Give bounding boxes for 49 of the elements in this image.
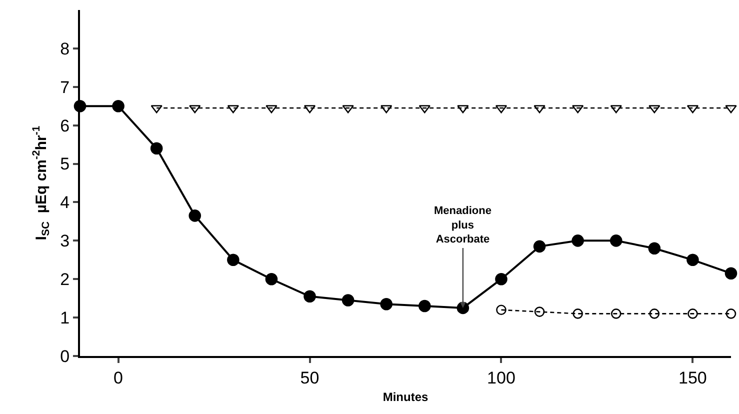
point: [418, 105, 430, 114]
point: [266, 105, 278, 114]
point: [534, 306, 545, 317]
point: [726, 308, 736, 319]
point: [227, 254, 240, 266]
point: [265, 272, 278, 286]
point: [533, 240, 546, 253]
point: [188, 210, 202, 222]
point: [649, 308, 660, 319]
y-tick-label: 6: [60, 116, 70, 136]
x-tick-label: 0: [114, 368, 124, 388]
point: [380, 298, 392, 310]
y-tick-label: 5: [60, 154, 70, 174]
point: [610, 234, 622, 247]
y-tick-label: 4: [60, 193, 70, 212]
point: [150, 105, 162, 114]
point: [572, 308, 583, 319]
point: [688, 308, 698, 319]
y-tick-label: 3: [60, 232, 70, 251]
x-tick-label: 150: [678, 368, 707, 388]
point: [189, 105, 201, 114]
point: [496, 304, 506, 316]
point: [112, 100, 124, 112]
y-tick-label: 1: [60, 308, 70, 328]
point: [648, 105, 660, 114]
point: [686, 254, 699, 266]
x-tick-label: 100: [487, 368, 516, 388]
point: [610, 308, 622, 319]
y-tick-label: 0: [60, 346, 70, 366]
point: [495, 272, 508, 286]
x-tick-label: 50: [300, 368, 320, 388]
y-tick-label: 8: [60, 39, 70, 58]
point: [534, 105, 546, 114]
y-tick-label: 7: [60, 78, 70, 97]
point: [304, 290, 316, 303]
point: [648, 242, 661, 255]
annotation: Menadione plus Ascorbate: [434, 205, 492, 246]
point: [724, 267, 738, 280]
point: [342, 105, 354, 114]
y-tick-label: 2: [60, 270, 70, 290]
point: [150, 142, 163, 155]
point: [418, 300, 431, 312]
point: [342, 294, 354, 306]
point: [572, 234, 584, 247]
point: [457, 105, 469, 114]
point: [610, 105, 622, 114]
point: [380, 105, 392, 114]
point: [725, 105, 737, 114]
x-axis-title: Minutes: [382, 390, 428, 404]
